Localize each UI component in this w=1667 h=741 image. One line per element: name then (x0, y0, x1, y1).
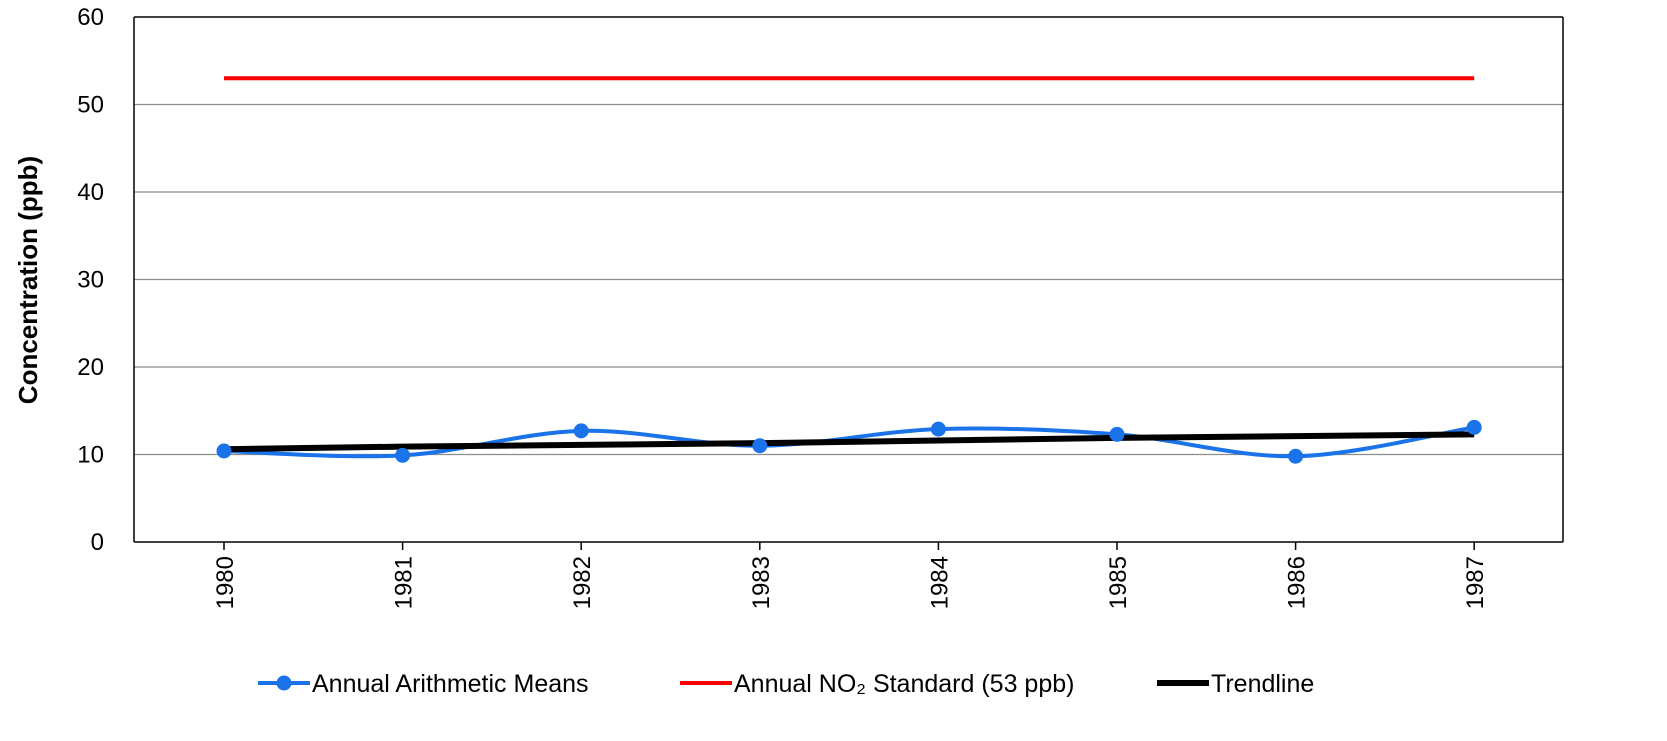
x-tick-label: 1987 (1462, 556, 1489, 609)
legend-marker (276, 675, 292, 691)
series-layer (216, 76, 1482, 464)
y-tick-labels: 0 10 20 30 40 50 60 (77, 4, 104, 556)
y-tick-label: 30 (77, 267, 104, 294)
legend: Annual Arithmetic Means Annual NO₂ Standa… (258, 670, 1314, 698)
y-tick-label: 60 (77, 4, 104, 31)
series-line-annual-means (223, 425, 1475, 459)
legend-label: Trendline (1211, 670, 1314, 698)
x-tick-label: 1980 (212, 556, 239, 609)
y-tick-label: 40 (77, 179, 104, 206)
x-tick-label: 1983 (748, 556, 775, 609)
data-point-annual-means (1288, 448, 1304, 464)
legend-item: Trendline (1157, 670, 1314, 698)
x-tick-label: 1982 (569, 556, 596, 609)
data-point-annual-means (930, 421, 946, 437)
axes (133, 16, 1564, 550)
x-tick-label: 1984 (926, 556, 953, 609)
data-point-annual-means (216, 443, 232, 459)
x-tick-labels: 1980 1981 1982 1983 1984 1985 1986 1987 (212, 556, 1489, 609)
series-line-trendline (223, 431, 1475, 453)
data-point-annual-means (1466, 419, 1482, 435)
y-tick-label: 10 (77, 442, 104, 469)
x-tick-label: 1985 (1105, 556, 1132, 609)
y-tick-label: 50 (77, 92, 104, 119)
legend-label: Annual Arithmetic Means (312, 670, 589, 698)
x-tick-label: 1986 (1284, 556, 1311, 609)
y-tick-label: 0 (91, 529, 104, 556)
y-tick-label: 20 (77, 354, 104, 381)
data-point-annual-means (573, 423, 589, 439)
legend-item: Annual NO₂ Standard (53 ppb) (680, 670, 1074, 698)
data-point-annual-means (395, 447, 411, 463)
gridlines (134, 103, 1563, 456)
x-tick-label: 1981 (391, 556, 418, 609)
legend-item: Annual Arithmetic Means (258, 670, 589, 698)
y-axis-label: Concentration (ppb) (13, 156, 43, 404)
data-point-annual-means (752, 438, 768, 454)
legend-label: Annual NO₂ Standard (53 ppb) (734, 670, 1074, 698)
data-point-annual-means (1109, 426, 1125, 442)
